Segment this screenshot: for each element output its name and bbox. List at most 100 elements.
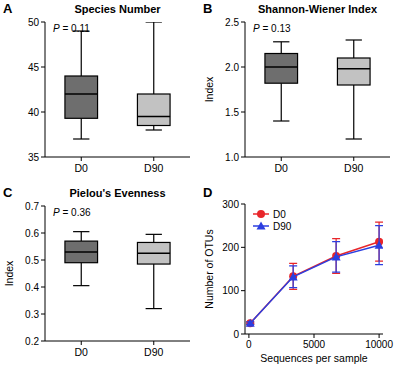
y-tick — [41, 287, 45, 288]
y-tick — [241, 22, 245, 23]
y-tick-label: 0.5 — [25, 255, 39, 266]
median — [65, 93, 98, 95]
chart-title: Species Number — [74, 3, 161, 15]
y-tick-label: 100 — [222, 285, 239, 296]
x-tick — [81, 341, 82, 345]
y-tick — [41, 314, 45, 315]
y-axis — [45, 206, 46, 341]
y-axis — [245, 22, 246, 157]
lower-cap — [73, 285, 89, 286]
y-axis-label: Number of OTUs — [203, 229, 215, 308]
legend-label: D0 — [273, 209, 286, 220]
point — [246, 319, 255, 327]
legend-marker — [257, 222, 266, 230]
chart-title: Shannon-Wiener Index — [258, 3, 378, 15]
x-axis — [45, 341, 190, 342]
upper-cap — [273, 41, 289, 42]
y-tick-label: 1.0 — [225, 152, 239, 163]
median — [265, 66, 298, 68]
y-axis — [245, 204, 246, 334]
error-bar — [332, 242, 340, 272]
y-tick — [41, 341, 45, 342]
y-tick — [41, 157, 45, 158]
legend-label: D90 — [273, 221, 292, 232]
y-tick-label: 0.7 — [25, 201, 39, 212]
panel-box: CPielou's EvennessP = 0.360.20.30.40.50.… — [3, 185, 190, 358]
error-bar — [289, 266, 297, 288]
y-tick — [41, 206, 45, 207]
box — [337, 58, 370, 85]
point — [375, 241, 383, 249]
y-tick — [41, 112, 45, 113]
y-axis-label: Index — [3, 260, 15, 286]
box — [137, 242, 170, 264]
x-axis — [45, 157, 190, 158]
lower-cap — [73, 138, 89, 139]
box — [265, 54, 298, 84]
panel-box: ASpecies NumberP = 0.1135404550D0D90 — [3, 1, 190, 174]
figure: ASpecies NumberP = 0.1135404550D0D90BSha… — [0, 0, 400, 368]
x-tick — [281, 157, 282, 161]
panel-box: BShannon-Wiener IndexP = 0.131.01.52.02.… — [203, 1, 390, 174]
upper-whisker — [281, 42, 282, 54]
lower-whisker — [281, 83, 282, 121]
median — [137, 116, 170, 118]
x-tick-label: 0 — [246, 339, 252, 350]
y-tick — [241, 157, 245, 158]
error-bar — [289, 263, 297, 289]
y-tick-label: 50 — [28, 17, 40, 28]
y-tick — [241, 112, 245, 113]
p-value: P = 0.13 — [253, 23, 291, 34]
x-tick-label: D90 — [144, 346, 163, 358]
x-tick-label: D0 — [75, 346, 89, 358]
x-axis — [245, 157, 390, 158]
y-tick-label: 0.3 — [25, 309, 39, 320]
x-tick — [81, 157, 82, 161]
y-tick-label: 200 — [222, 242, 239, 253]
lower-cap — [146, 129, 162, 130]
lower-cap — [146, 308, 162, 309]
upper-whisker — [353, 40, 354, 58]
box — [65, 241, 98, 263]
y-tick — [41, 260, 45, 261]
x-tick — [353, 157, 354, 161]
y-tick — [241, 247, 245, 248]
upper-cap — [146, 234, 162, 235]
upper-whisker — [81, 232, 82, 241]
y-tick — [41, 233, 45, 234]
median — [337, 68, 370, 70]
lower-whisker — [81, 118, 82, 139]
lower-cap — [273, 120, 289, 121]
box — [137, 94, 170, 126]
upper-whisker — [153, 22, 154, 94]
series-line — [250, 245, 379, 323]
marks — [65, 22, 170, 139]
y-tick — [241, 290, 245, 291]
series-line — [250, 242, 379, 323]
x-tick-label: D90 — [144, 162, 163, 174]
error-bar — [375, 226, 383, 265]
marks — [246, 222, 383, 327]
panel-label: C — [3, 185, 13, 200]
x-tick — [153, 341, 154, 345]
y-tick — [241, 67, 245, 68]
legend: D0D90 — [253, 209, 292, 232]
median — [137, 253, 170, 255]
panel-label: B — [203, 1, 212, 16]
p-value: P = 0.11 — [53, 23, 90, 34]
legend-marker — [257, 210, 265, 218]
y-tick-label: 0.6 — [25, 228, 39, 239]
lower-whisker — [153, 126, 154, 131]
x-tick-label: D90 — [344, 162, 363, 174]
x-axis-label: Sequences per sample — [260, 352, 368, 364]
y-tick-label: 0.4 — [25, 282, 39, 293]
y-tick — [41, 22, 45, 23]
x-tick-label: D0 — [275, 162, 289, 174]
y-tick — [241, 204, 245, 205]
panel-line: D0100200300Number of OTUs0500010000Seque… — [203, 185, 393, 364]
upper-whisker — [81, 31, 82, 76]
upper-cap — [73, 231, 89, 232]
y-tick — [41, 67, 45, 68]
marks — [265, 40, 370, 139]
lower-whisker — [153, 264, 154, 309]
